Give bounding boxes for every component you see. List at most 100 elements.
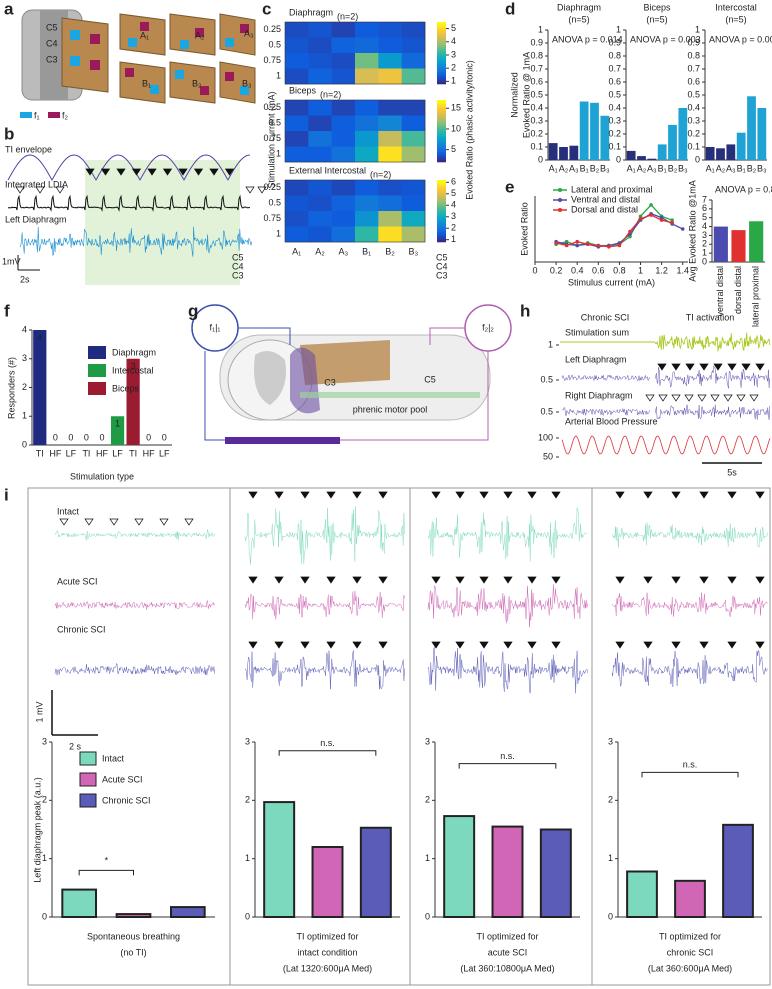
- chart-title: Biceps: [643, 2, 671, 12]
- value-label: 0: [84, 432, 89, 442]
- x-tick-label: 0.6: [592, 265, 605, 275]
- point: [585, 242, 590, 247]
- heat-cell: [378, 37, 402, 54]
- colorbar-slice: [437, 153, 446, 157]
- heat-cell: [401, 195, 426, 212]
- y-tick-label: 6: [702, 203, 707, 213]
- x-tick-label: B₂: [668, 163, 678, 173]
- heat-cell: [285, 180, 309, 196]
- y-tick-label: 0: [616, 154, 621, 164]
- colorbar-slice: [437, 122, 446, 126]
- panel-i-frame: [27, 487, 771, 986]
- colorbar-slice: [437, 237, 446, 241]
- heat-cell: [378, 131, 402, 147]
- legend-swatch: [88, 382, 106, 395]
- heat-cell: [355, 22, 379, 38]
- y-tick-label: 0.25: [263, 182, 281, 192]
- heat-cell: [355, 37, 379, 54]
- stim-marker: [352, 576, 362, 584]
- spine-level: C4: [46, 38, 58, 48]
- x-tick-label: A₂: [637, 163, 647, 173]
- spine-level: C5: [424, 374, 436, 384]
- bar: [736, 132, 746, 160]
- colorbar-slice: [437, 149, 446, 152]
- y-tick-label: 0.9: [530, 37, 543, 47]
- y-tick-label: 0.4: [530, 102, 543, 112]
- x-tick-label: dorsal distal: [733, 266, 743, 314]
- heat-cell: [308, 115, 332, 132]
- stim-marker: [755, 363, 765, 371]
- y-tick-label: 1: [42, 853, 47, 863]
- annotation: ANOVA p = 0.83: [715, 184, 772, 194]
- colorbar-slice: [437, 24, 446, 27]
- colorbar-slice: [437, 108, 446, 111]
- colorbar-slice: [437, 137, 446, 140]
- y-tick-label: 1: [702, 248, 707, 258]
- stim-marker: [134, 518, 144, 526]
- y-tick-label: 0.5: [530, 89, 543, 99]
- bar: [626, 150, 636, 160]
- colorbar-slice: [437, 157, 446, 161]
- x-tick-label: 0.2: [550, 265, 563, 275]
- y-tick-label: 7: [702, 194, 707, 204]
- trace-tick-label: 100: [538, 432, 553, 442]
- point: [564, 243, 569, 248]
- stim-marker: [131, 168, 142, 176]
- plot-frame: [284, 99, 426, 163]
- colorbar-slice: [437, 208, 446, 212]
- heat-cell: [285, 22, 309, 38]
- y-tick-label: 0.1: [530, 141, 543, 151]
- bar: [637, 156, 646, 160]
- signal-trace: [611, 649, 768, 688]
- signal-trace: [54, 599, 215, 610]
- annotation: ANOVA p = 0.001: [709, 34, 772, 44]
- heat-cell: [285, 226, 309, 243]
- x-tick-label: LF: [159, 448, 170, 458]
- colorbar-slice: [437, 180, 446, 183]
- x-tick-label: A₂: [716, 163, 726, 173]
- heat-cell: [401, 211, 426, 227]
- signal-trace: [611, 592, 768, 617]
- stim-marker: [431, 641, 441, 649]
- stim-marker: [699, 576, 709, 584]
- colorbar-slice: [437, 100, 446, 103]
- y-tick-label: 0.6: [608, 76, 621, 86]
- stim-marker: [85, 168, 95, 176]
- value-label: 1: [115, 419, 120, 429]
- colorbar-tick-label: 5: [451, 144, 456, 154]
- colorbar-slice: [437, 235, 446, 239]
- annotation: n.s.: [320, 738, 335, 748]
- colorbar-slice: [437, 46, 446, 50]
- panel-letter: h: [520, 301, 530, 320]
- column-title: TI activation: [686, 312, 735, 322]
- stim-marker: [643, 576, 653, 584]
- x-tick-label: HF: [96, 448, 108, 458]
- heat-cell: [355, 131, 379, 147]
- panel-letter: f: [4, 301, 10, 320]
- heat-cell: [308, 53, 332, 69]
- bar: [443, 815, 476, 918]
- colorbar-slice: [437, 227, 446, 230]
- stim-marker: [147, 168, 157, 176]
- trace-label: Acute SCI: [57, 576, 98, 586]
- bar: [115, 913, 152, 918]
- y-tick-label: 1: [276, 71, 281, 81]
- bar: [263, 801, 296, 918]
- heat-cell: [308, 100, 332, 116]
- colorbar-slice: [437, 217, 446, 220]
- y-tick-label: 1: [22, 411, 27, 421]
- x-tick-label: A₁: [549, 163, 558, 173]
- heat-cell: [308, 68, 332, 85]
- y-tick-label: 0.7: [687, 63, 700, 73]
- colorbar-slice: [437, 145, 446, 148]
- colorbar-slice: [437, 126, 446, 130]
- stim-marker: [59, 518, 69, 526]
- stim-marker: [755, 491, 765, 499]
- stim-marker: [162, 168, 173, 176]
- stim-marker: [727, 641, 737, 649]
- chart-subtitle: (n=5): [725, 14, 746, 24]
- spine-level: C3: [324, 377, 336, 387]
- heat-cell: [308, 180, 332, 196]
- heat-cell: [285, 211, 309, 227]
- stim-marker: [699, 641, 709, 649]
